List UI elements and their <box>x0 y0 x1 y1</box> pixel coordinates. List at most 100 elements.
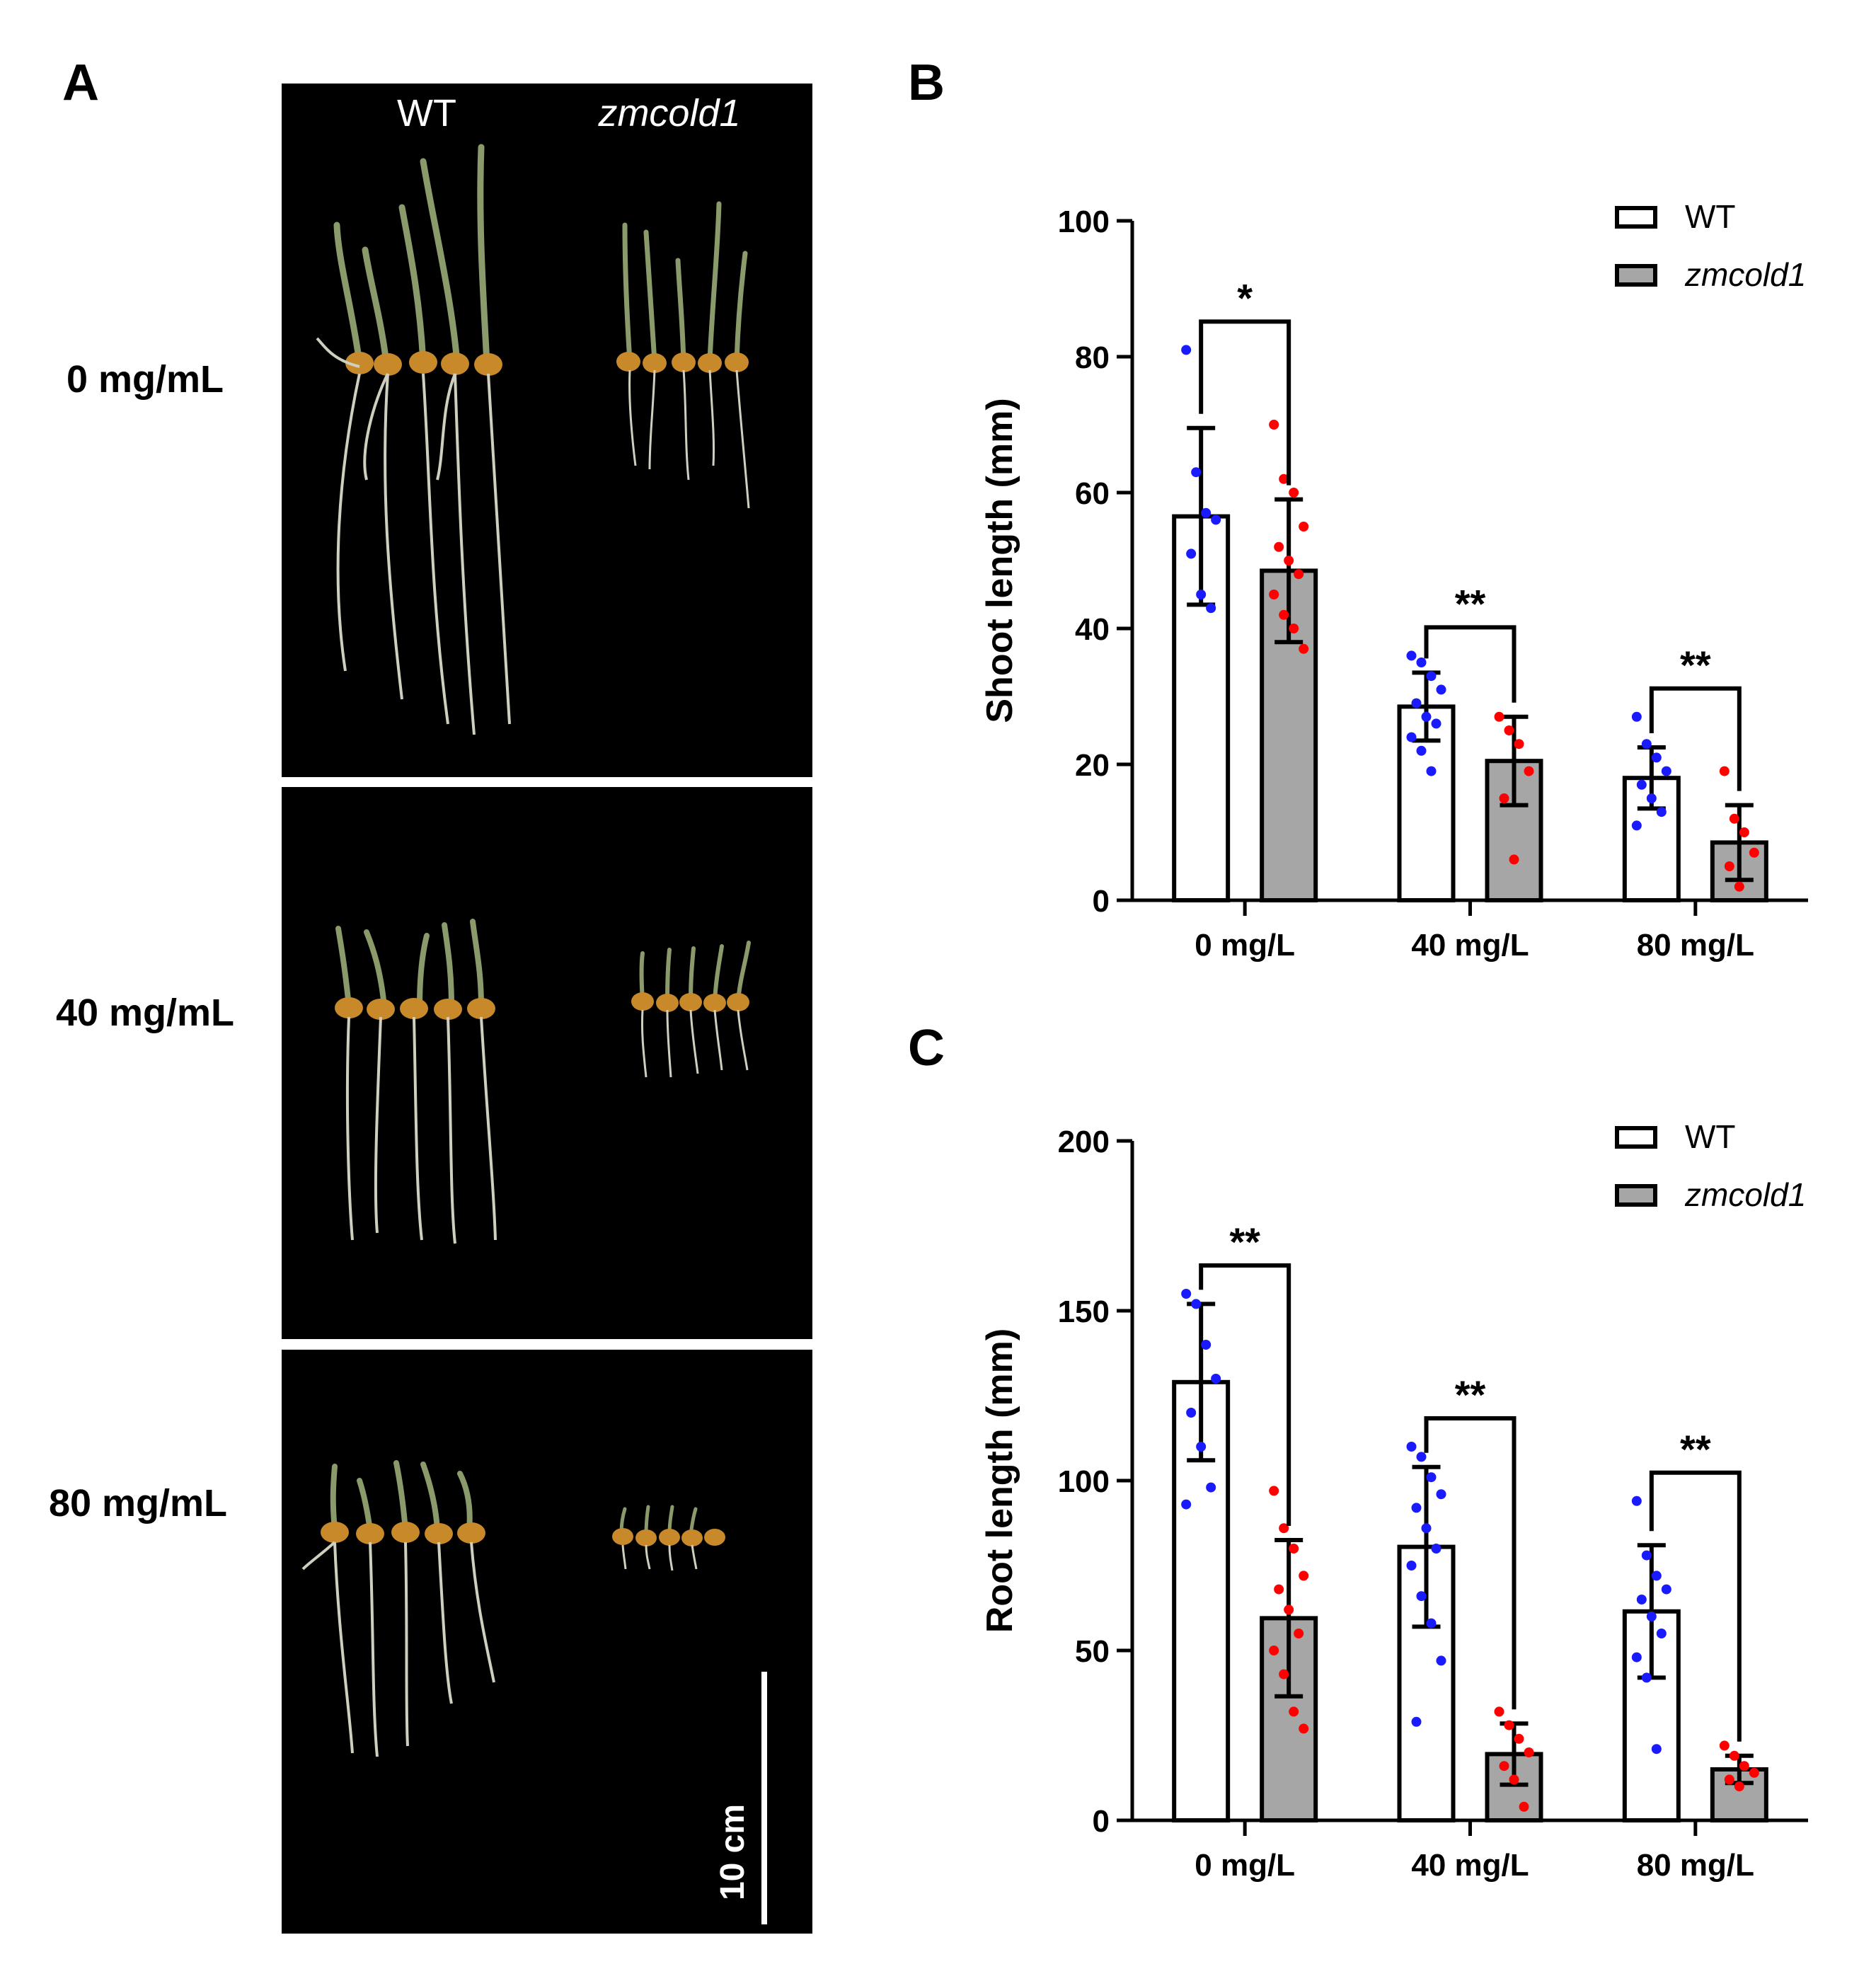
data-point <box>1641 739 1652 750</box>
data-point <box>1739 827 1749 837</box>
scale-bar-label: 10 cm <box>714 1804 752 1900</box>
panel-label-c: C <box>908 1020 945 1076</box>
data-point <box>1749 1767 1759 1778</box>
data-point <box>1431 1544 1441 1554</box>
data-point <box>1436 1489 1446 1500</box>
data-point <box>1661 766 1671 776</box>
genotype-label-mut: zmcold1 <box>597 92 740 134</box>
data-point <box>1269 590 1279 599</box>
data-point <box>1299 522 1309 532</box>
y-tick-label: 100 <box>1058 1464 1110 1499</box>
data-point <box>1416 1591 1427 1602</box>
y-axis-label: Shoot length (mm) <box>979 398 1020 723</box>
data-point <box>1299 1571 1309 1581</box>
data-point <box>1406 732 1417 742</box>
data-point <box>1641 1672 1652 1683</box>
mut-roots <box>628 369 750 509</box>
data-point <box>1524 766 1534 776</box>
data-point <box>1719 766 1730 776</box>
data-point <box>1421 1523 1432 1534</box>
data-point <box>1426 1472 1437 1483</box>
root-length-chart: 0 50 100 150 200 Root length (mm) 0 mg/L ** 40 m… <box>979 1118 1808 1883</box>
wt-seeds <box>345 351 502 376</box>
data-point <box>1279 1669 1289 1679</box>
data-point <box>1289 624 1299 633</box>
seedling-photo-80: 10 cm <box>282 1350 812 1934</box>
data-point <box>1636 779 1647 790</box>
y-tick-label: 150 <box>1058 1294 1110 1329</box>
data-point <box>1416 658 1427 667</box>
significance-label: ** <box>1680 643 1711 687</box>
y-tick-label: 60 <box>1075 476 1110 511</box>
data-point <box>1196 590 1207 599</box>
data-point <box>1519 1801 1529 1812</box>
data-point <box>1646 1612 1657 1621</box>
significance-bracket <box>1424 625 1517 703</box>
data-point <box>1426 671 1437 682</box>
panel-label-b: B <box>908 54 945 111</box>
data-point <box>1724 861 1734 871</box>
significance-label: * <box>1237 275 1253 320</box>
significance-label: ** <box>1229 1219 1260 1264</box>
data-point <box>1294 569 1304 580</box>
data-point <box>1289 1544 1299 1554</box>
data-point <box>1406 1442 1417 1452</box>
data-point <box>1196 1442 1207 1452</box>
data-point <box>1269 420 1279 430</box>
data-point <box>1411 1716 1422 1727</box>
data-point <box>1411 698 1422 708</box>
data-point <box>1186 1408 1197 1418</box>
significance-bracket <box>1649 1470 1742 1742</box>
data-point <box>1661 1584 1671 1595</box>
data-point <box>1279 1523 1289 1534</box>
data-point <box>1279 473 1289 484</box>
data-point <box>1181 1499 1192 1510</box>
data-point <box>1734 881 1744 892</box>
data-point <box>1416 745 1427 756</box>
y-tick-label: 0 <box>1093 1804 1110 1839</box>
data-point <box>1509 854 1519 865</box>
data-point <box>1211 515 1221 525</box>
data-point <box>1274 541 1284 552</box>
data-point <box>1494 711 1504 722</box>
significance-bracket <box>1199 319 1291 486</box>
y-tick-label: 80 <box>1075 340 1110 375</box>
legend-swatch-mut <box>1615 1184 1657 1207</box>
data-point <box>1186 549 1197 559</box>
mut-seeds <box>616 352 749 373</box>
data-point <box>1656 1629 1667 1638</box>
legend-label-wt: WT <box>1685 1118 1736 1155</box>
data-point <box>1411 1503 1422 1513</box>
data-point <box>1636 1595 1647 1604</box>
data-point <box>1289 488 1299 498</box>
data-point <box>1181 1289 1192 1299</box>
x-tick-label: 80 mg/L <box>1637 928 1754 963</box>
data-point <box>1719 1740 1730 1751</box>
significance-bracket <box>1649 686 1742 791</box>
data-point <box>1651 1744 1662 1755</box>
data-point <box>1739 1761 1749 1772</box>
data-point <box>1436 684 1446 695</box>
y-tick-label: 50 <box>1075 1634 1110 1669</box>
data-point <box>1631 1652 1642 1663</box>
data-point <box>1631 820 1642 831</box>
data-point <box>1631 1495 1642 1506</box>
significance-bracket <box>1424 1416 1517 1710</box>
data-point <box>1729 813 1739 824</box>
legend-swatch-wt <box>1615 206 1657 229</box>
y-tick-label: 40 <box>1075 612 1110 647</box>
x-tick-label: 0 mg/L <box>1195 1848 1295 1883</box>
y-tick-label: 20 <box>1075 748 1110 783</box>
y-axis-label: Root length (mm) <box>979 1328 1020 1633</box>
data-point <box>1284 1604 1294 1615</box>
legend-swatch-wt <box>1615 1126 1657 1149</box>
seedling-photo-0: WT zmcold1 <box>282 84 812 777</box>
data-point <box>1191 467 1202 478</box>
genotype-label-wt: WT <box>397 92 456 134</box>
data-point <box>1416 1452 1427 1462</box>
data-point <box>1734 1781 1744 1791</box>
y-tick-label: 0 <box>1093 884 1110 919</box>
legend-label-wt: WT <box>1685 198 1736 235</box>
data-point <box>1504 1720 1514 1730</box>
x-tick-label: 40 mg/L <box>1411 928 1529 963</box>
